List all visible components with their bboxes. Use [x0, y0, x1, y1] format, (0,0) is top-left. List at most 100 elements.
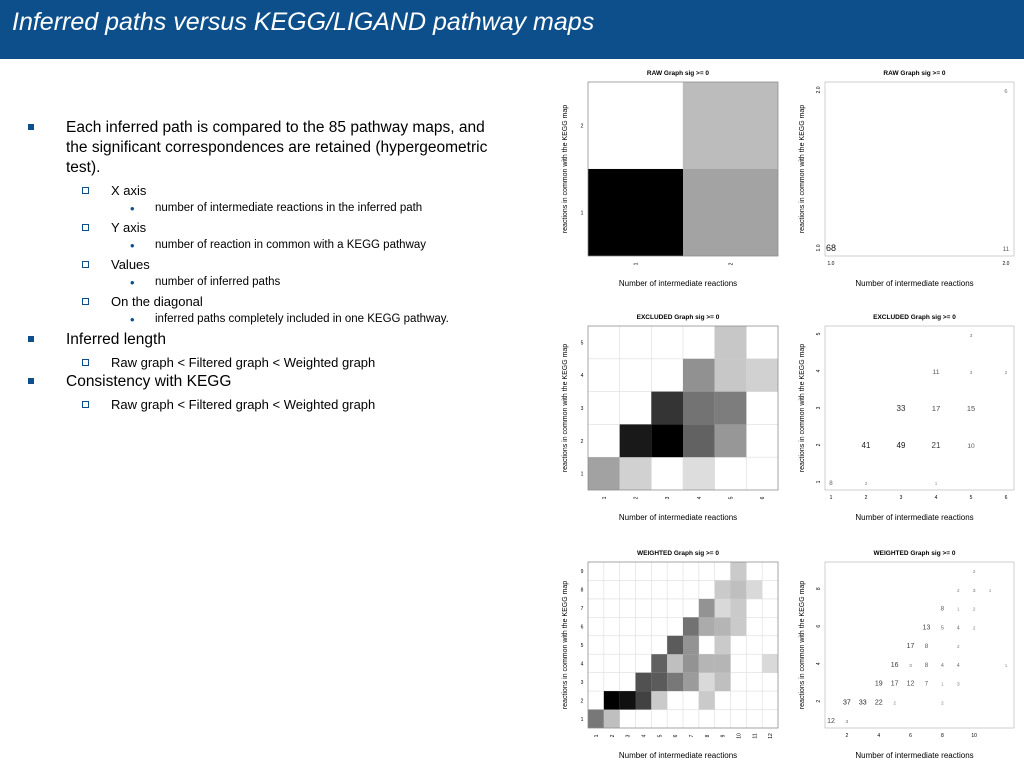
x-tick-label: 1 — [602, 496, 608, 499]
plot-frame — [824, 561, 1015, 729]
x-tick-label: 2 — [610, 734, 616, 737]
x-tick-label: 1 — [634, 262, 640, 265]
heatmap-cell — [714, 424, 747, 458]
heatmap-cell — [714, 654, 731, 673]
x-tick-label: 9 — [721, 734, 727, 737]
sub-bullet-item: Raw graph < Filtered graph < Weighted gr… — [28, 396, 508, 414]
heatmap-cell — [683, 424, 715, 458]
sub-bullet-item: On the diagonal — [28, 293, 508, 311]
heatmap-cell — [683, 169, 778, 256]
x-tick-label: 3 — [626, 734, 632, 737]
value-label: 17 — [932, 404, 941, 413]
slide-title: Inferred paths versus KEGG/LIGAND pathwa… — [12, 8, 595, 36]
heatmap-cell — [683, 391, 715, 425]
detail-item: • inferred paths completely included in o… — [28, 311, 508, 328]
value-label: 8 — [925, 643, 929, 650]
sub-bullet-text: X axis — [111, 183, 147, 198]
heatmap-cell — [651, 424, 683, 458]
x-axis-label: Number of intermediate reactions — [855, 279, 973, 288]
value-label: 16 — [891, 662, 899, 669]
y-axis-label: reactions in common with the KEGG map — [799, 581, 806, 709]
value-label: 33 — [859, 699, 867, 706]
value-label: 4 — [957, 625, 960, 631]
value-label: 3 — [846, 719, 849, 725]
detail-item: • number of intermediate reactions in the… — [28, 200, 508, 217]
value-label: 1 — [941, 682, 944, 687]
heatmap-cell — [683, 82, 778, 169]
heatmap-cell — [667, 635, 683, 655]
heatmap-cell — [588, 709, 604, 728]
value-label: 5 — [941, 625, 944, 631]
hollow-square-bullet-icon — [82, 401, 89, 408]
plot-frame — [587, 81, 779, 257]
sub-bullet-text: Values — [111, 257, 150, 272]
sub-bullet-item: X axis — [28, 182, 508, 200]
detail-text: number of intermediate reactions in the … — [155, 202, 423, 214]
value-label: 1 — [989, 588, 992, 593]
bullet-item: Inferred length — [28, 330, 508, 350]
x-tick-label: 5 — [729, 496, 735, 499]
heatmap-cell — [714, 598, 731, 618]
chart-title: EXCLUDED Graph sig >= 0 — [873, 314, 956, 321]
hollow-square-bullet-icon — [82, 224, 89, 231]
detail-text: inferred paths completely included in on… — [155, 313, 449, 325]
heatmap-cell — [730, 617, 747, 636]
heatmap-cell — [619, 691, 636, 710]
value-label: 1 — [1005, 663, 1008, 668]
heatmap-cell — [730, 562, 747, 581]
y-axis-label: reactions in common with the KEGG map — [562, 105, 569, 233]
y-tick-label: 8 — [581, 588, 584, 594]
heatmap-cell — [603, 691, 620, 710]
x-axis-label: Number of intermediate reactions — [619, 279, 737, 288]
value-label: 4 — [941, 663, 944, 669]
value-label: 4 — [957, 663, 960, 669]
plot-frame — [824, 81, 1015, 257]
heatmap-cell — [683, 457, 715, 490]
heatmap-cell — [683, 358, 715, 392]
dot-bullet-icon: • — [130, 201, 135, 216]
value-label: 2 — [865, 481, 868, 486]
heatmap-cell — [698, 617, 715, 636]
label-plot-chart: EXCLUDED Graph sig >= 0 Number of interme… — [799, 314, 1015, 522]
value-label: 37 — [843, 699, 851, 706]
detail-text: number of reaction in common with a KEGG… — [155, 239, 427, 251]
y-tick-label: 7 — [581, 606, 584, 612]
detail-text: number of inferred paths — [155, 276, 281, 288]
plot-frame — [587, 325, 779, 491]
value-label: 3 — [973, 588, 976, 594]
sub-bullet-text: Y axis — [111, 220, 147, 235]
x-tick-label: 6 — [673, 734, 679, 737]
value-label: 8 — [941, 606, 945, 613]
bullet-text: Consistency with KEGG — [66, 373, 232, 390]
heatmap-cell — [651, 654, 668, 673]
value-label: 10 — [967, 443, 975, 450]
x-tick-label: 6 — [1005, 495, 1008, 501]
sub-bullet-text: Raw graph < Filtered graph < Weighted gr… — [111, 355, 376, 370]
y-axis-label: reactions in common with the KEGG map — [799, 105, 806, 233]
x-tick-label: 4 — [935, 495, 938, 501]
heatmap-cell — [762, 654, 778, 673]
heatmap-cell — [714, 580, 731, 599]
label-plot-chart: RAW Graph sig >= 0 Number of intermediate… — [799, 70, 1015, 288]
x-axis-label: Number of intermediate reactions — [619, 751, 737, 760]
x-axis-label: Number of intermediate reactions — [619, 513, 737, 522]
heatmap-cell — [588, 169, 683, 256]
dot-bullet-icon: • — [130, 238, 135, 253]
x-tick-label: 1.0 — [828, 261, 835, 267]
value-label: 21 — [932, 441, 941, 450]
x-axis-label: Number of intermediate reactions — [855, 513, 973, 522]
value-label: 2 — [973, 569, 976, 574]
value-label: 8 — [925, 662, 929, 669]
value-label: 2 — [957, 588, 960, 593]
y-tick-label: 2 — [581, 439, 584, 445]
value-label: 41 — [862, 441, 871, 450]
y-tick-label: 4 — [581, 661, 584, 667]
value-label: 12 — [907, 681, 915, 688]
value-label: 2 — [893, 700, 896, 705]
x-tick-label: 8 — [705, 734, 711, 737]
value-label: 7 — [925, 682, 929, 688]
value-label: 2 — [957, 644, 960, 649]
sub-bullet-item: Raw graph < Filtered graph < Weighted gr… — [28, 354, 508, 372]
chart-title: WEIGHTED Graph sig >= 0 — [637, 550, 719, 557]
chart-title: RAW Graph sig >= 0 — [647, 70, 710, 77]
